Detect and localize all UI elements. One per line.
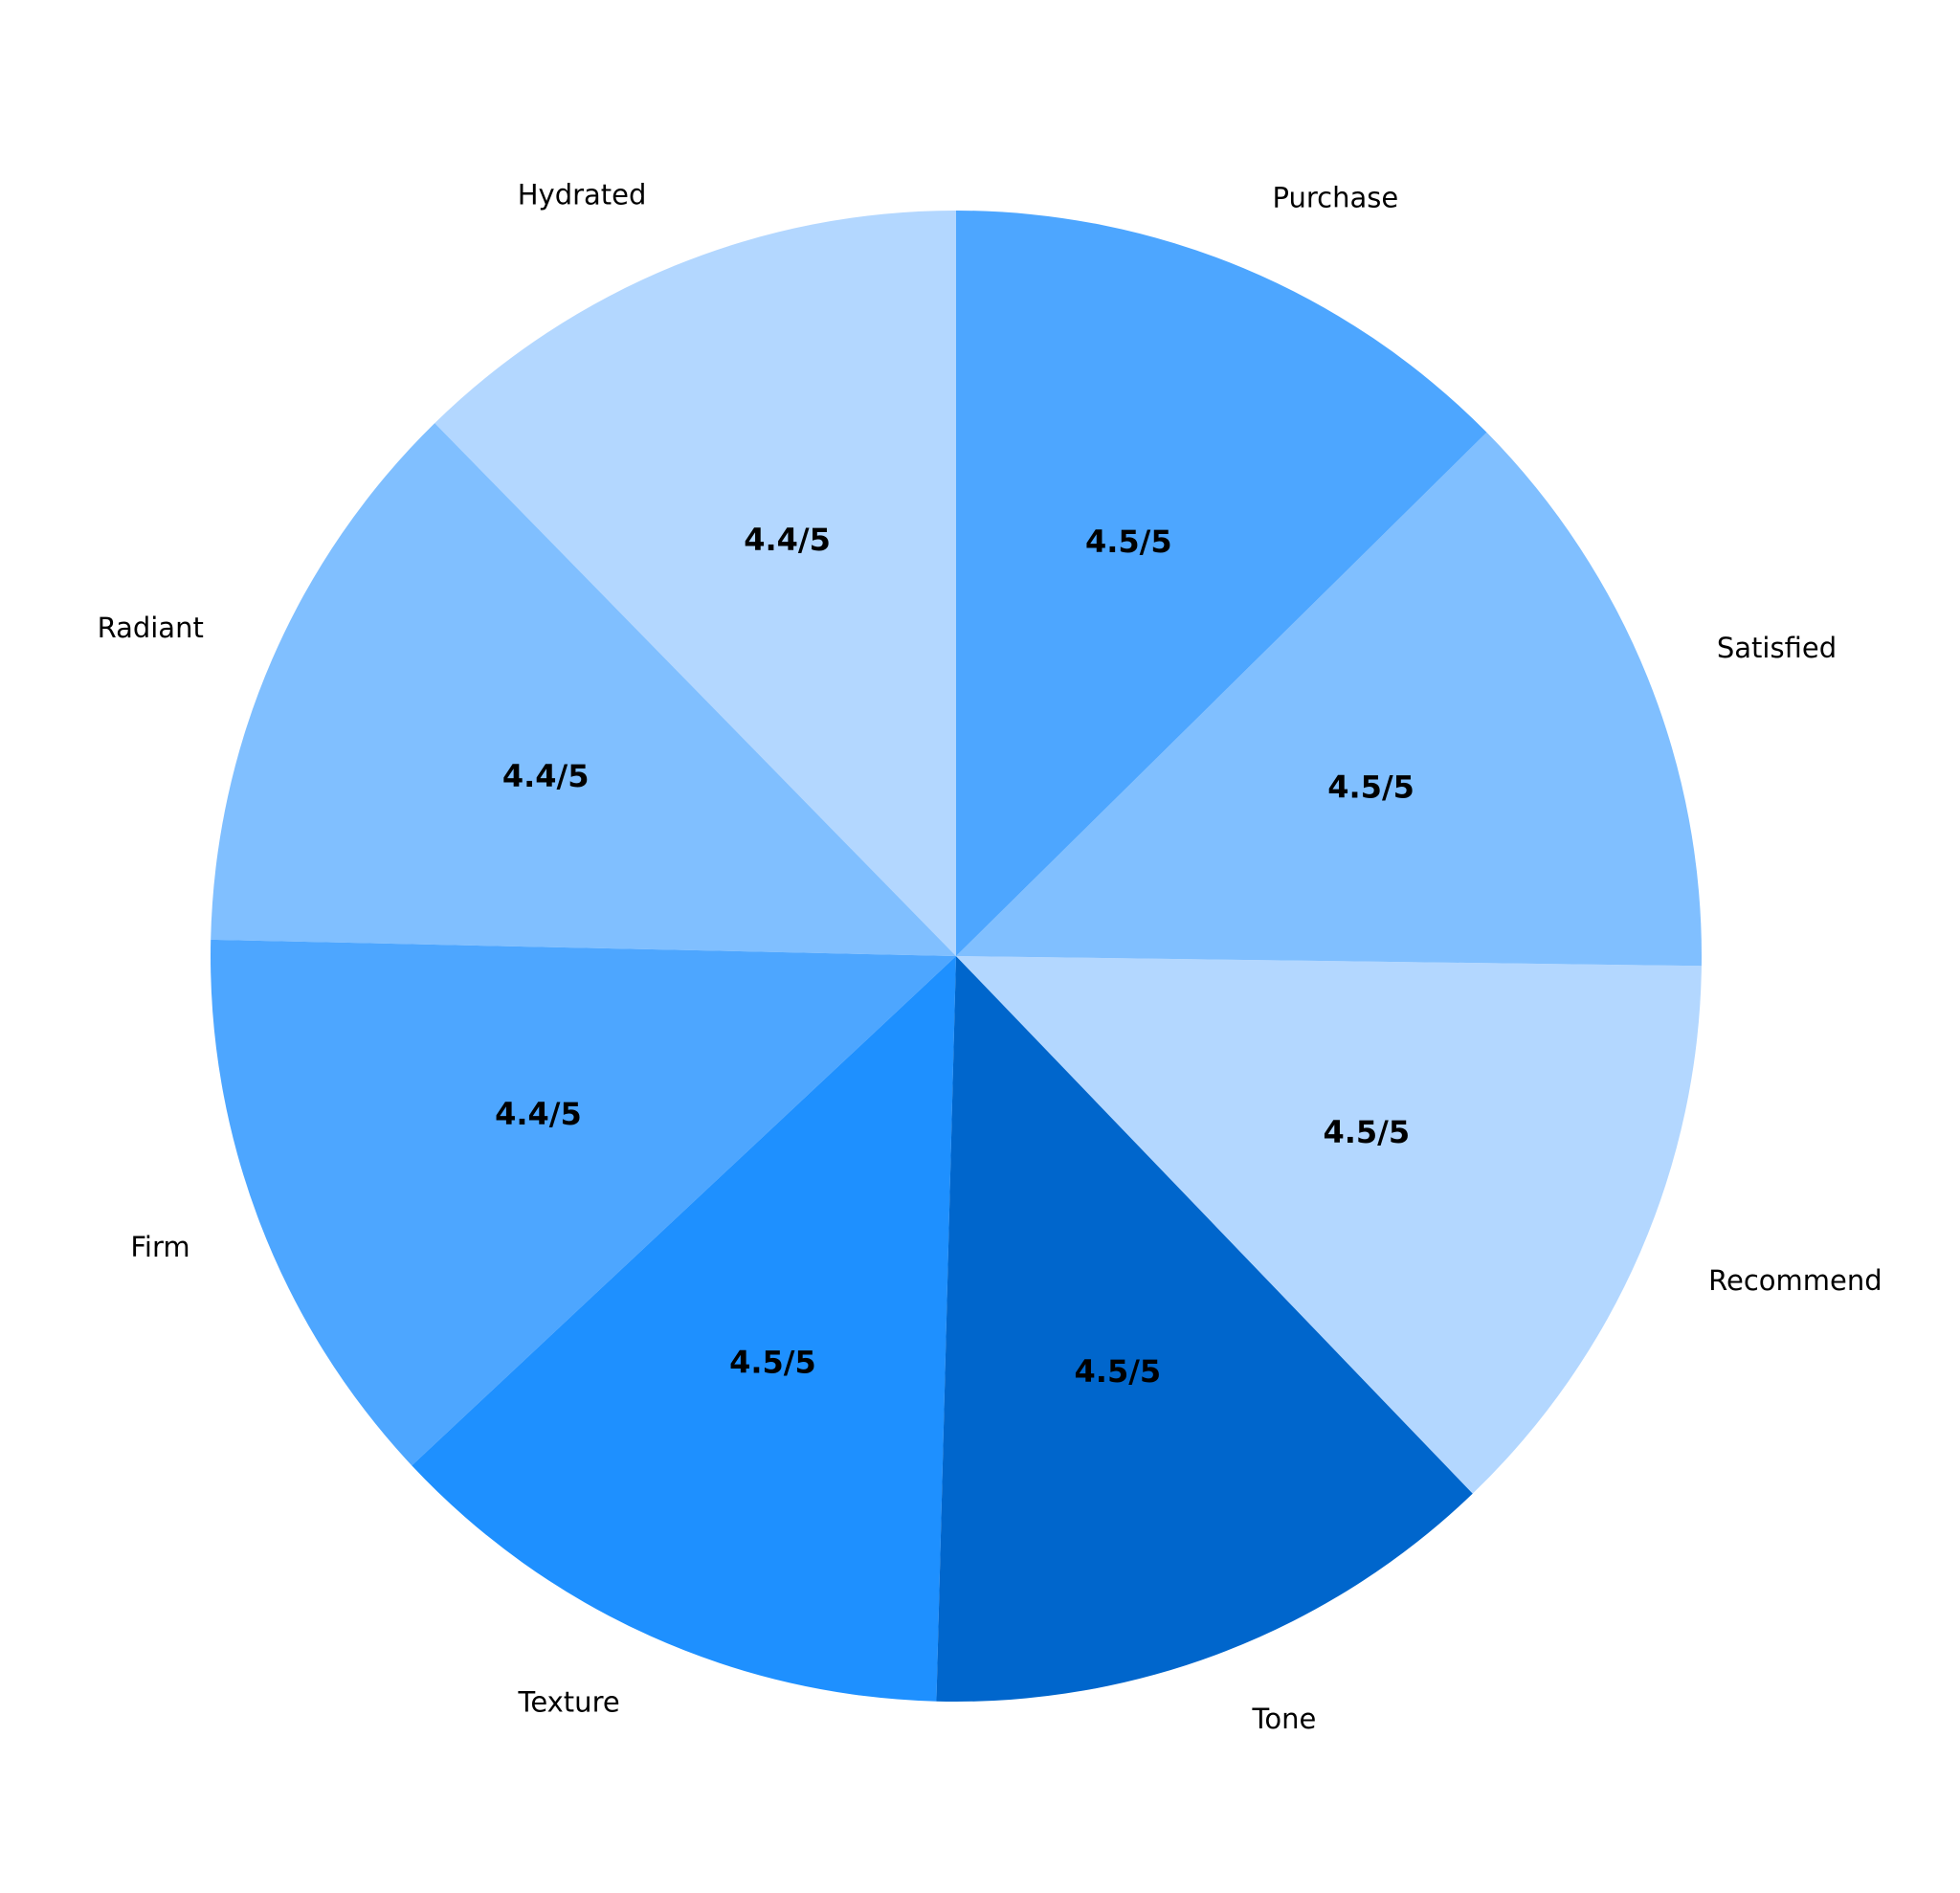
slice-label: Purchase: [1273, 181, 1399, 213]
pie-slice: [412, 956, 957, 1702]
pie-slice: [210, 939, 956, 1466]
pie-slice: [956, 956, 1702, 1494]
pie-slice: [956, 432, 1702, 967]
slice-label: Hydrated: [518, 179, 647, 212]
value-label: 4.4/5: [495, 1096, 582, 1132]
slice-label: Radiant: [98, 612, 204, 644]
pie-slice: [211, 423, 957, 957]
slice-label: Texture: [518, 1686, 620, 1719]
value-label: 4.5/5: [729, 1344, 816, 1380]
slice-label: Firm: [130, 1231, 189, 1263]
value-label: 4.5/5: [1323, 1114, 1410, 1150]
value-label: 4.4/5: [744, 522, 831, 558]
value-label: 4.5/5: [1085, 523, 1172, 560]
slice-label: Satisfied: [1717, 632, 1837, 664]
value-label: 4.5/5: [1327, 768, 1414, 805]
value-label: 4.4/5: [502, 758, 590, 794]
pie-slice: [434, 211, 956, 956]
slice-label: Recommend: [1708, 1264, 1882, 1297]
value-label: 4.5/5: [1075, 1353, 1162, 1390]
pie-slice: [956, 211, 1487, 956]
slice-label: Tone: [1252, 1703, 1317, 1735]
pie-slice: [936, 956, 1473, 1702]
